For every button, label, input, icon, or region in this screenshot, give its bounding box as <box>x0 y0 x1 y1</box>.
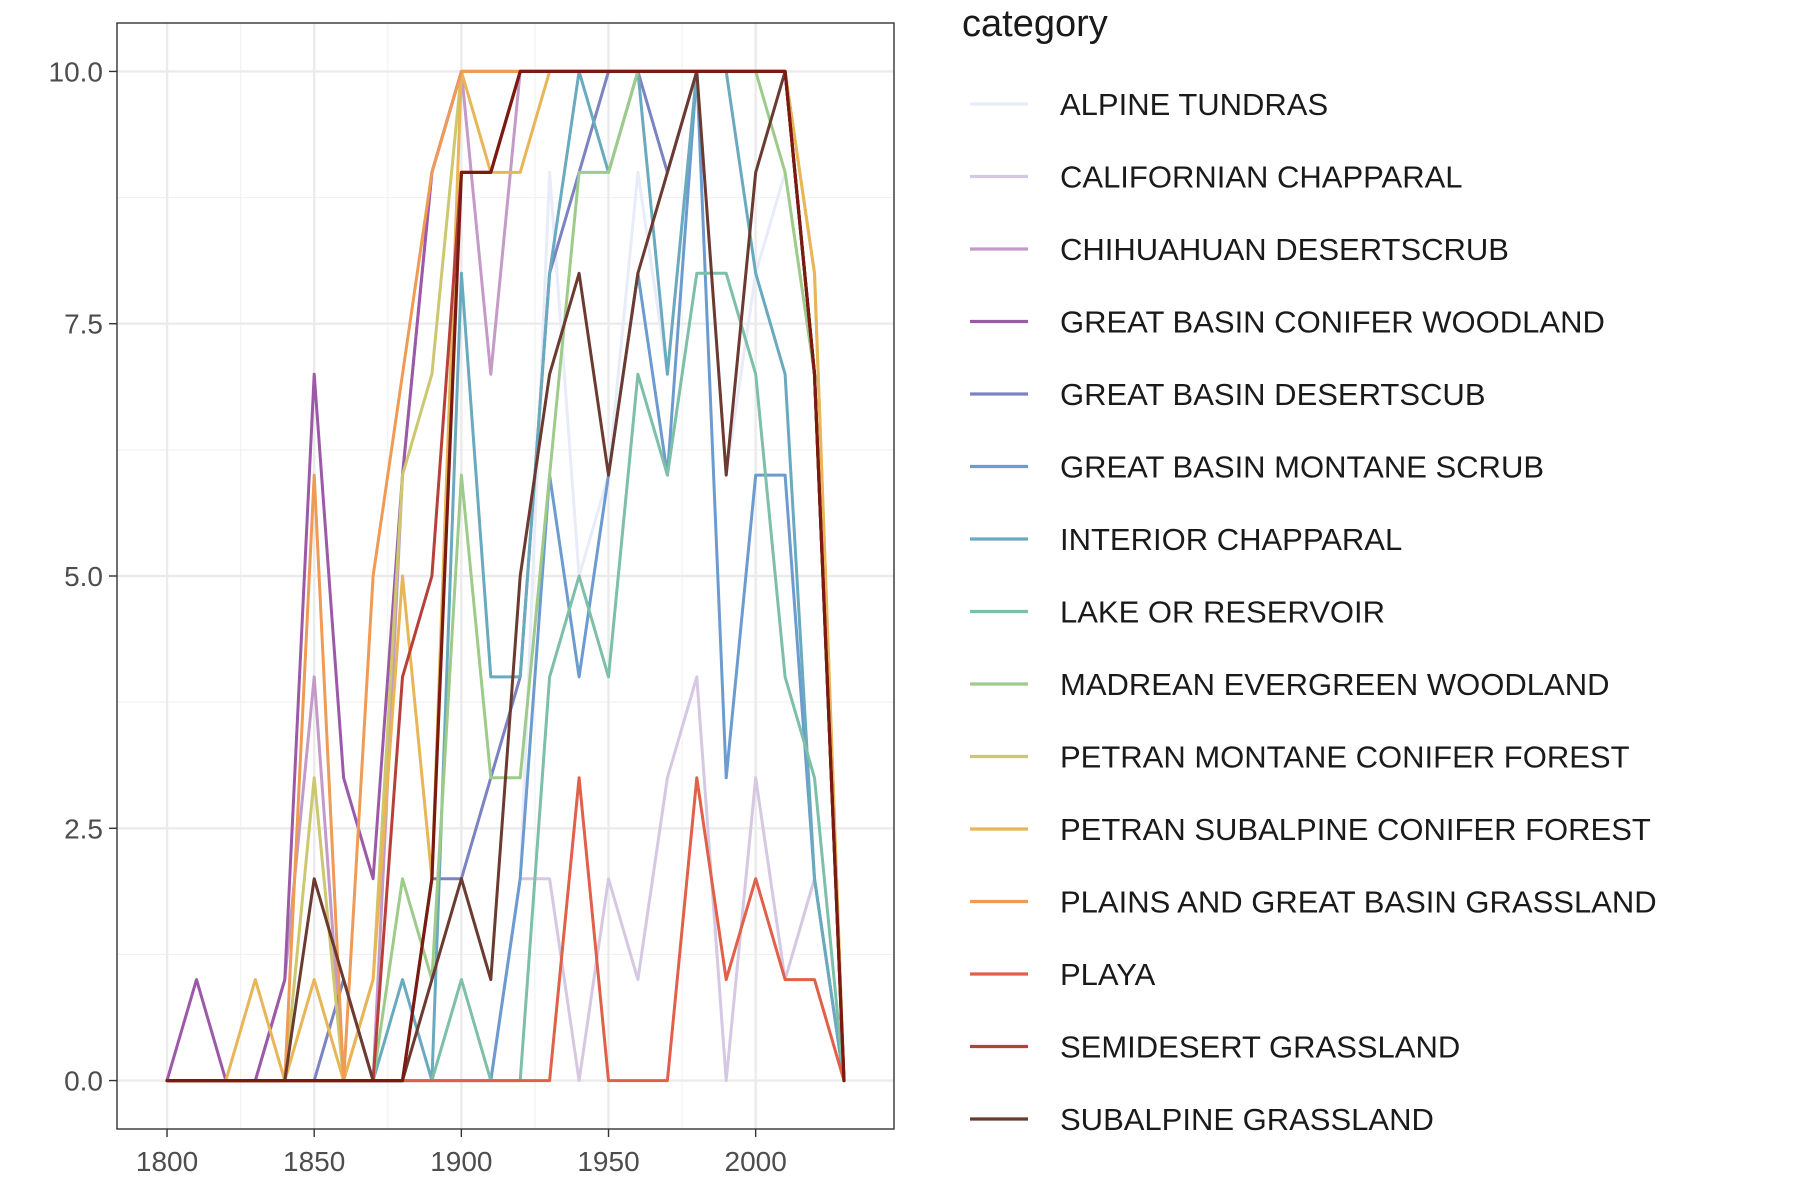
legend-item: PLAINS AND GREAT BASIN GRASSLAND <box>970 885 1657 920</box>
legend-item: PETRAN SUBALPINE CONIFER FOREST <box>970 812 1651 847</box>
legend-item: GREAT BASIN CONIFER WOODLAND <box>970 305 1605 340</box>
legend-label: PETRAN SUBALPINE CONIFER FOREST <box>1060 812 1651 847</box>
legend-item: LAKE OR RESERVOIR <box>970 595 1385 630</box>
legend-item: INTERIOR CHAPPARAL <box>970 522 1402 557</box>
legend-label: MADREAN EVERGREEN WOODLAND <box>1060 667 1609 702</box>
legend-item: MADREAN EVERGREEN WOODLAND <box>970 667 1609 702</box>
x-tick-label: 2000 <box>725 1146 787 1177</box>
legend-title: category <box>962 3 1108 45</box>
legend-label: GREAT BASIN MONTANE SCRUB <box>1060 450 1544 485</box>
legend-item: PLAYA <box>970 957 1156 992</box>
legend-item: ALPINE TUNDRAS <box>970 87 1328 122</box>
legend-label: CALIFORNIAN CHAPPARAL <box>1060 160 1463 195</box>
legend: category ALPINE TUNDRAS CALIFORNIAN CHAPP… <box>962 3 1657 1137</box>
legend-label: GREAT BASIN DESERTSCUB <box>1060 377 1486 412</box>
y-tick-label: 5.0 <box>64 561 103 592</box>
series-lines <box>165 69 846 1083</box>
legend-item: SUBALPINE GRASSLAND <box>970 1102 1434 1137</box>
legend-label: SEMIDESERT GRASSLAND <box>1060 1030 1460 1065</box>
y-axis: 0.0 2.5 5.0 7.5 10.0 <box>49 56 117 1097</box>
legend-label: CHIHUAHUAN DESERTSCRUB <box>1060 232 1509 267</box>
legend-item: GREAT BASIN MONTANE SCRUB <box>970 450 1544 485</box>
legend-item: CHIHUAHUAN DESERTSCRUB <box>970 232 1509 267</box>
x-axis: 1800 1850 1900 1950 2000 <box>136 1129 787 1177</box>
legend-item: SEMIDESERT GRASSLAND <box>970 1030 1460 1065</box>
legend-item: PETRAN MONTANE CONIFER FOREST <box>970 740 1630 775</box>
y-tick-label: 7.5 <box>64 309 103 340</box>
series-line-overlay <box>165 69 846 1083</box>
y-tick-label: 2.5 <box>64 813 103 844</box>
x-tick-label: 1800 <box>136 1146 198 1177</box>
x-tick-label: 1850 <box>283 1146 345 1177</box>
legend-label: GREAT BASIN CONIFER WOODLAND <box>1060 305 1605 340</box>
legend-label: ALPINE TUNDRAS <box>1060 87 1328 122</box>
legend-item: GREAT BASIN DESERTSCUB <box>970 377 1486 412</box>
legend-label: SUBALPINE GRASSLAND <box>1060 1102 1434 1137</box>
legend-label: LAKE OR RESERVOIR <box>1060 595 1385 630</box>
x-tick-label: 1950 <box>577 1146 639 1177</box>
grid <box>117 23 894 1129</box>
y-tick-label: 0.0 <box>64 1066 103 1097</box>
x-tick-label: 1900 <box>430 1146 492 1177</box>
legend-label: PLAINS AND GREAT BASIN GRASSLAND <box>1060 885 1657 920</box>
legend-label: INTERIOR CHAPPARAL <box>1060 522 1402 557</box>
legend-label: PETRAN MONTANE CONIFER FOREST <box>1060 740 1630 775</box>
legend-label: PLAYA <box>1060 957 1156 992</box>
legend-item: CALIFORNIAN CHAPPARAL <box>970 160 1463 195</box>
y-tick-label: 10.0 <box>49 56 104 87</box>
